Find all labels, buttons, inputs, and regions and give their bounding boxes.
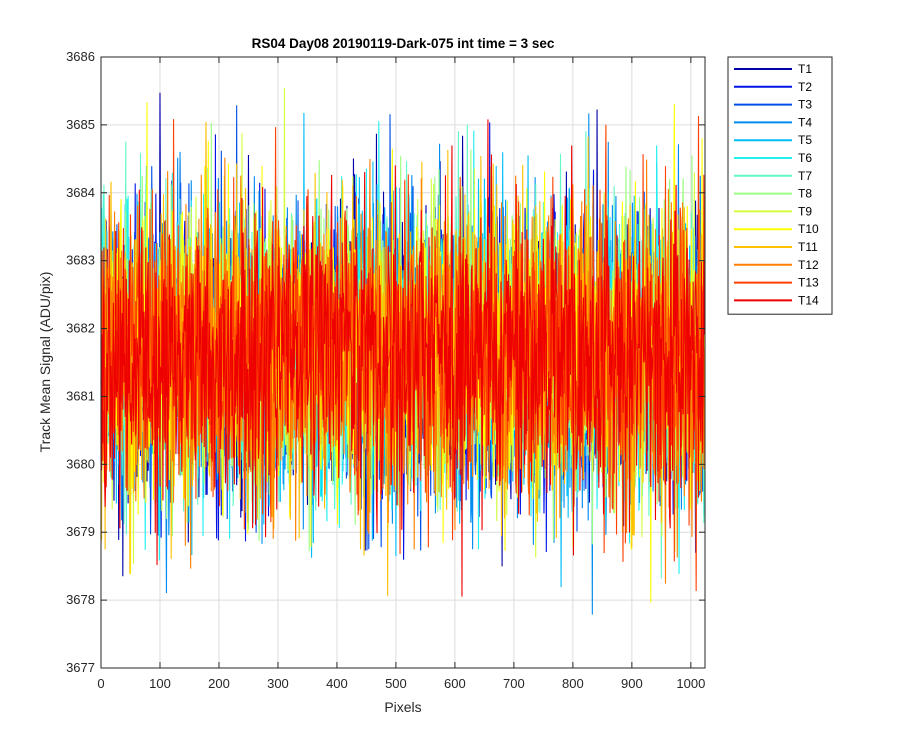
series-line-t14 [100,119,705,597]
x-tick-label: 900 [621,676,643,691]
legend-label-t14: T14 [798,293,819,307]
legend-label-t13: T13 [798,276,819,290]
legend-label-t10: T10 [798,222,819,236]
x-tick-label: 600 [444,676,466,691]
legend-label-t9: T9 [798,204,812,218]
legend-label-t4: T4 [798,115,812,129]
y-tick-label: 3679 [66,524,95,539]
legend-label-t12: T12 [798,258,819,272]
legend-label-t1: T1 [798,62,812,76]
x-tick-label: 100 [149,676,171,691]
y-tick-label: 3678 [66,592,95,607]
y-tick-label: 3681 [66,388,95,403]
y-tick-label: 3682 [66,321,95,336]
x-tick-label: 500 [385,676,407,691]
y-axis-label: Track Mean Signal (ADU/pix) [37,272,53,453]
legend-box [727,56,833,315]
axis-ticks: 0 100 200 300 400 500 600 700 800 900 1000 3677 3678… [66,49,705,691]
legend-label-t3: T3 [798,98,812,112]
x-tick-label: 700 [503,676,525,691]
legend: T1 T2 T3 T4 T5 T6 T7 T8 T9 T10 T11 T12 T13 T14 [727,56,833,315]
x-tick-label: 300 [267,676,289,691]
y-tick-label: 3686 [66,49,95,64]
y-tick-label: 3677 [66,660,95,675]
chart-title: RS04 Day08 20190119-Dark-075 int time = … [252,36,555,51]
x-tick-label: 800 [562,676,584,691]
legend-label-t5: T5 [798,133,812,147]
legend-label-t7: T7 [798,169,812,183]
legend-label-t11: T11 [798,240,818,254]
legend-label-t8: T8 [798,187,812,201]
legend-label-t2: T2 [798,80,812,94]
x-axis-label: Pixels [384,699,421,715]
x-tick-label: 400 [326,676,348,691]
x-tick-label: 200 [208,676,230,691]
plot-frame [100,56,706,669]
y-tick-label: 3680 [66,456,95,471]
y-tick-label: 3684 [66,185,95,200]
y-tick-label: 3683 [66,253,95,268]
series-lines [100,87,705,615]
y-tick-label: 3685 [66,117,95,132]
legend-label-t6: T6 [798,151,812,165]
x-tick-label: 0 [97,676,104,691]
x-tick-label: 1000 [676,676,705,691]
